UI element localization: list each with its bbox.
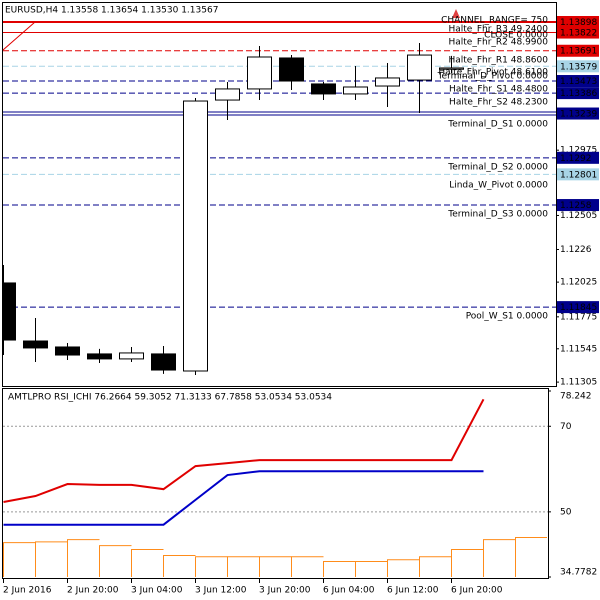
- indicator-bar: [227, 556, 260, 577]
- channel-line: [2, 21, 36, 51]
- x-tick-label: 2 Jun 2016: [3, 586, 52, 596]
- indicator-bar: [419, 556, 452, 577]
- indicator-panel: [2, 388, 549, 579]
- candle-body: [311, 83, 336, 95]
- indicator-bar: [35, 541, 68, 577]
- level-label: 1.1258: [560, 201, 592, 211]
- candle-body: [151, 353, 176, 371]
- indicator-bar: [131, 549, 164, 577]
- price-title: EURUSD,H4 1.13558 1.13654 1.13530 1.1356…: [5, 6, 218, 16]
- candle-body: [375, 77, 400, 87]
- y-tick-label: 1.12025: [560, 278, 597, 288]
- indicator-title: AMTLPRO RSI_ICHI 76.2664 59.3052 71.3133…: [8, 393, 332, 403]
- x-tick-label: 6 Jun 12:00: [387, 586, 439, 596]
- level-box: [557, 44, 599, 57]
- indicator-bar: [387, 559, 420, 577]
- level-box: [557, 107, 599, 120]
- y-tick-label: 1.11775: [560, 312, 597, 322]
- level-label: 1.13239: [560, 110, 597, 120]
- x-tick-label: 6 Jun 20:00: [451, 586, 503, 596]
- indicator-bar: [291, 556, 324, 577]
- level-box: [557, 60, 599, 73]
- indicator-bar: [67, 539, 100, 577]
- level-annotation: Pool_W_S1 0.0000: [466, 312, 549, 322]
- candle-body: [183, 100, 208, 372]
- level-box: [557, 75, 599, 88]
- level-annotation: Terminal_D_S1 0.0000: [447, 119, 548, 129]
- candle-body: [407, 54, 432, 81]
- indicator-bar: [483, 539, 516, 577]
- indicator-bar: [259, 556, 292, 577]
- indicator-bar: [515, 537, 547, 577]
- indicator-plot: [3, 398, 548, 577]
- x-tick-label: 3 Jun 04:00: [131, 586, 183, 596]
- indicator-bar: [323, 561, 356, 577]
- level-label: 1.11845: [560, 303, 597, 313]
- level-annotation: CLOSE 0.0000: [484, 31, 548, 41]
- level-label: 1.13822: [560, 29, 597, 39]
- indicator-bar: [451, 549, 484, 577]
- y-tick-label: 78.242: [560, 392, 592, 402]
- candle-body: [215, 88, 240, 101]
- candle-body: [23, 340, 48, 349]
- y-tick-label: 1.12975: [560, 146, 597, 156]
- level-annotation: Halte_Fhr_R1 48.8600: [449, 56, 549, 66]
- y-tick-label: 1.1226: [560, 245, 592, 255]
- candle-body: [279, 57, 304, 82]
- level-label: 1.13691: [560, 47, 597, 57]
- indicator-bar: [355, 561, 388, 577]
- level-label: 1.13898: [560, 18, 597, 28]
- indicator-bar: [99, 545, 132, 577]
- level-box: [557, 26, 599, 39]
- y-tick-label: 50: [560, 507, 572, 517]
- level-box: [557, 168, 599, 181]
- candle-body: [55, 346, 80, 356]
- level-box: [557, 87, 599, 100]
- level-box: [557, 301, 599, 314]
- level-label: 1.12801: [560, 170, 597, 180]
- level-annotation: Halte_Fhr_S1 48.4800: [449, 84, 548, 94]
- indicator-bar: [163, 555, 196, 577]
- level-annotation: Halte_Fhr_Pivot 48.6100: [438, 67, 548, 77]
- y-tick-label: 34.7782: [560, 568, 597, 578]
- level-box: [557, 151, 599, 164]
- indicator-line: [3, 398, 485, 503]
- candle-body: [439, 67, 464, 70]
- level-label: 1.13473: [560, 77, 597, 87]
- level-box: [557, 199, 599, 212]
- y-tick-label: 1.11305: [560, 378, 597, 388]
- level-annotation: Halte_Fhr_R3 49.2400: [449, 24, 549, 34]
- level-annotation: Halte_Fhr_S2 48.2300: [449, 97, 548, 107]
- level-annotation: Halte_Fhr_R2 48.9900: [449, 37, 549, 47]
- arrow-marker: [452, 9, 460, 18]
- x-tick-label: 3 Jun 20:00: [259, 586, 311, 596]
- level-box: [557, 15, 599, 28]
- indicator-bar: [3, 542, 36, 577]
- level-annotation: Terminal_D_S2 0.0000: [447, 162, 548, 172]
- x-tick-label: 2 Jun 20:00: [67, 586, 119, 596]
- level-annotation: Terminal_D_S3 0.0000: [447, 210, 548, 220]
- candle-body: [247, 56, 272, 90]
- level-annotation: CHANNEL_RANGE= 750: [441, 16, 548, 26]
- y-tick-label: 70: [560, 422, 572, 432]
- candle-body: [343, 86, 368, 95]
- indicator-bar: [195, 556, 228, 577]
- level-label: 1.13579: [560, 62, 597, 72]
- y-tick-label: 1.12505: [560, 211, 597, 221]
- price-panel: [2, 2, 557, 387]
- level-label: 1.13386: [560, 89, 597, 99]
- level-annotation: Linda_W_Pivot 0.0000: [449, 181, 548, 191]
- indicator-line: [3, 470, 484, 526]
- candle-body: [119, 352, 144, 360]
- level-label: 1.1292: [560, 154, 592, 164]
- y-tick-label: 1.11545: [560, 344, 597, 354]
- x-tick-label: 6 Jun 04:00: [323, 586, 375, 596]
- x-tick-label: 3 Jun 12:00: [195, 586, 247, 596]
- candle-body: [87, 353, 112, 360]
- level-annotation: Terminal_D_Pivot 0.0000: [437, 72, 549, 82]
- candle-body: [3, 282, 16, 341]
